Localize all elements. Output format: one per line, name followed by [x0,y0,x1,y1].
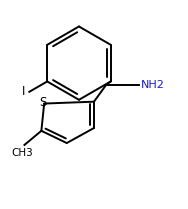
Text: S: S [39,96,47,109]
Text: I: I [22,85,26,98]
Text: NH2: NH2 [141,80,165,90]
Text: CH3: CH3 [12,148,33,158]
